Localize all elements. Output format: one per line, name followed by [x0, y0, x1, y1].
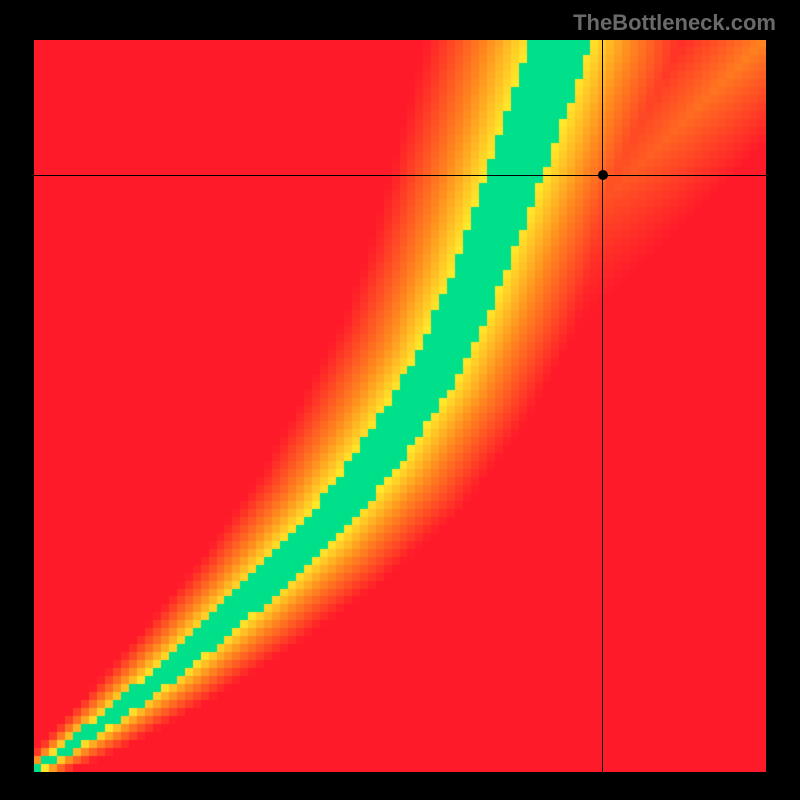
crosshair-horizontal — [34, 175, 766, 176]
heatmap-canvas — [34, 40, 766, 772]
watermark-text: TheBottleneck.com — [573, 10, 776, 36]
heatmap-plot — [34, 40, 766, 772]
crosshair-vertical — [602, 40, 603, 772]
